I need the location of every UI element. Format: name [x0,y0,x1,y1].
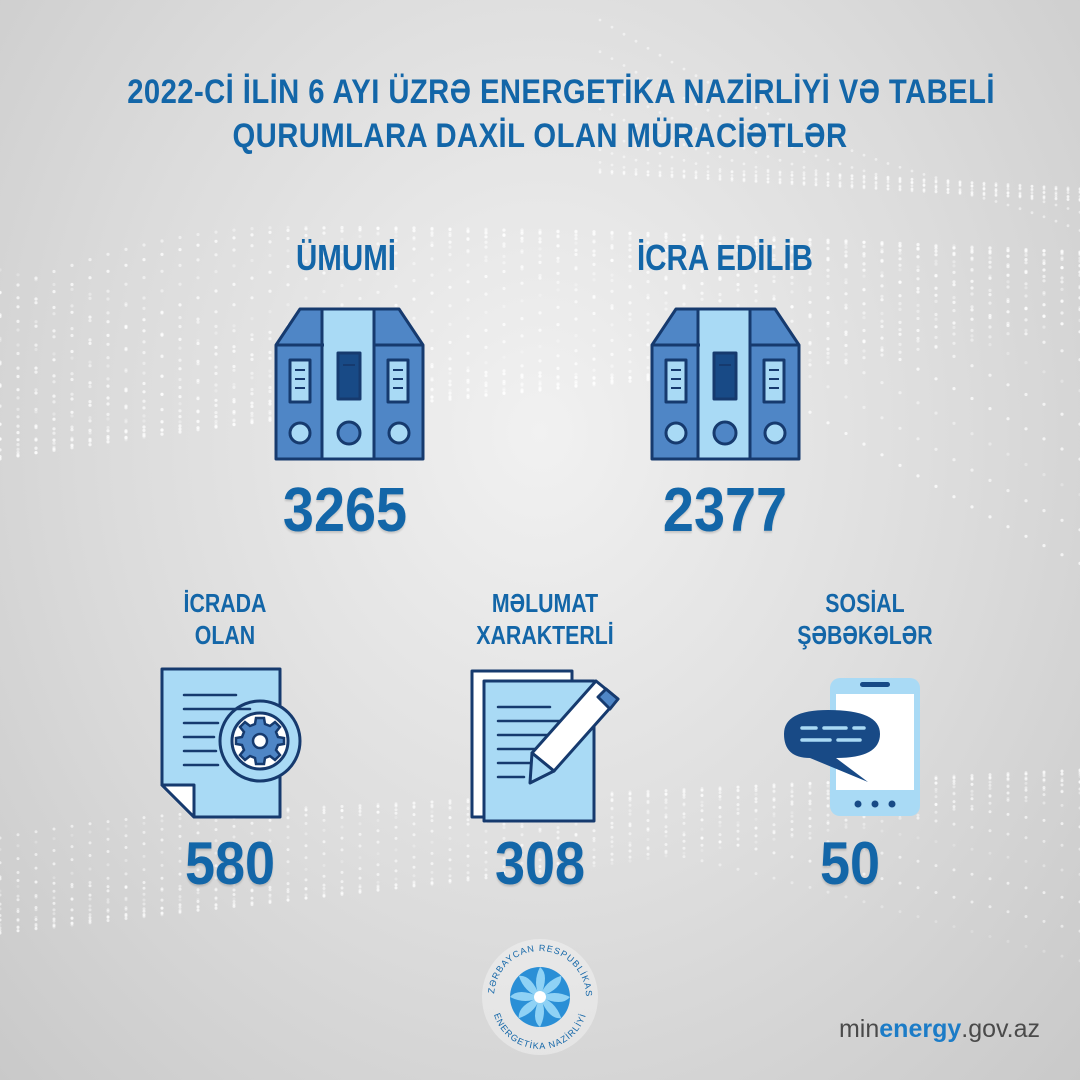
in-progress-label-line-2: OLAN [194,620,256,650]
executed-value: 2377 [662,476,788,545]
informational-label-line-2: XARAKTERLİ [476,620,614,650]
informational-label: MƏLUMAT XARAKTERLİ [475,587,614,651]
social-value: 50 [819,830,881,897]
informational-label-line-1: MƏLUMAT [491,588,599,618]
website-url: minenergy.gov.az [838,1015,1040,1043]
social-label-line-1: SOSİAL [825,588,905,618]
in-progress-label-line-1: İCRADA [183,588,267,618]
social-label: SOSİAL ŞƏBƏKƏLƏR [795,587,934,651]
document-pen-icon [470,669,620,823]
title-line-1: 2022-Cİ İLİN 6 AYI ÜZRƏ ENERGETİKA NAZİR… [127,73,995,111]
informational-value: 308 [494,830,586,897]
total-value: 3265 [282,476,408,545]
in-progress-label: İCRADA OLAN [164,587,287,651]
title-line-2: QURUMLARA DAXİL OLAN MÜRACİƏTLƏR [232,117,848,155]
in-progress-value: 580 [184,830,276,897]
executed-label: İCRA EDİLİB [636,237,814,278]
swirl-emblem-icon [510,967,570,1027]
page-title: 2022-Cİ İLİN 6 AYI ÜZRƏ ENERGETİKA NAZİR… [127,70,995,158]
phone-chat-icon [784,678,920,816]
binders-icon [650,307,801,461]
ministry-logo: AZƏRBAYCAN RESPUBLİKASI ENERGETİKA NAZİR… [478,935,598,1055]
total-label: ÜMUMİ [295,237,397,278]
social-label-line-2: ŞƏBƏKƏLƏR [797,620,933,650]
document-gear-icon [160,667,302,819]
binders-icon [274,307,425,461]
